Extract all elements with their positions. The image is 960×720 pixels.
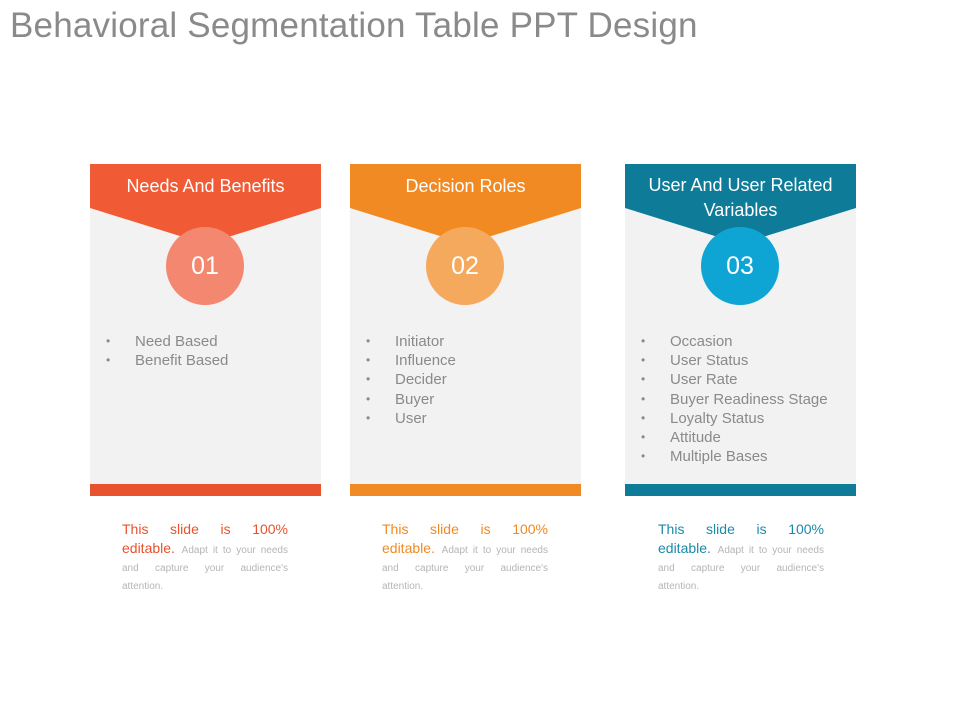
- list-item: Influence: [362, 351, 456, 370]
- note-lead: This slide is 100% editable.: [658, 521, 824, 556]
- list-item: Loyalty Status: [637, 409, 828, 428]
- note-rest: Adapt it to your needs and capture your …: [122, 545, 288, 592]
- note-rest: Adapt it to your needs and capture your …: [382, 545, 548, 592]
- card-bullet-list: Occasion User Status User Rate Buyer Rea…: [637, 332, 828, 467]
- card-heading: User And User Related Variables: [648, 175, 833, 220]
- list-item: Attitude: [637, 428, 828, 447]
- list-item: Occasion: [637, 332, 828, 351]
- list-item: Need Based: [102, 332, 228, 351]
- segment-card-needs-benefits: Needs And Benefits 01 Need Based Benefit…: [90, 164, 321, 496]
- slide-title: Behavioral Segmentation Table PPT Design: [10, 6, 698, 45]
- list-item: Decider: [362, 370, 456, 389]
- editable-note: This slide is 100% editable. Adapt it to…: [658, 520, 824, 594]
- card-bullet-list: Initiator Influence Decider Buyer User: [362, 332, 456, 428]
- note-lead: This slide is 100% editable.: [122, 521, 288, 556]
- list-item: User Rate: [637, 370, 828, 389]
- editable-note: This slide is 100% editable. Adapt it to…: [122, 520, 288, 594]
- card-bottom-bar: [350, 484, 581, 496]
- list-item: User: [362, 409, 456, 428]
- editable-note: This slide is 100% editable. Adapt it to…: [382, 520, 548, 594]
- note-rest: Adapt it to your needs and capture your …: [658, 545, 824, 592]
- card-bullet-list: Need Based Benefit Based: [102, 332, 228, 371]
- segment-card-user-variables: User And User Related Variables 03 Occas…: [625, 164, 856, 496]
- banner-shape: [350, 164, 581, 244]
- segment-card-decision-roles: Decision Roles 02 Initiator Influence De…: [350, 164, 581, 496]
- card-number-badge: 03: [701, 227, 779, 305]
- card-number-badge: 01: [166, 227, 244, 305]
- card-number-badge: 02: [426, 227, 504, 305]
- note-lead: This slide is 100% editable.: [382, 521, 548, 556]
- banner-shape: [90, 164, 321, 244]
- card-banner: User And User Related Variables: [625, 164, 856, 244]
- card-heading: Decision Roles: [405, 176, 526, 196]
- card-banner: Decision Roles: [350, 164, 581, 244]
- card-heading: Needs And Benefits: [126, 176, 285, 196]
- card-bottom-bar: [625, 484, 856, 496]
- list-item: Multiple Bases: [637, 447, 828, 466]
- card-banner: Needs And Benefits: [90, 164, 321, 244]
- list-item: Initiator: [362, 332, 456, 351]
- list-item: Benefit Based: [102, 351, 228, 370]
- banner-shape: [625, 164, 856, 244]
- list-item: Buyer Readiness Stage: [637, 390, 828, 409]
- list-item: Buyer: [362, 390, 456, 409]
- card-bottom-bar: [90, 484, 321, 496]
- list-item: User Status: [637, 351, 828, 370]
